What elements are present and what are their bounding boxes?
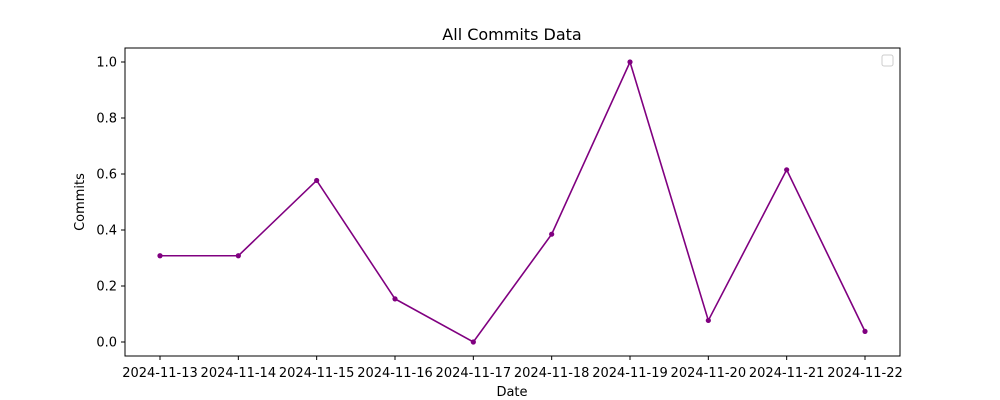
x-tick-label: 2024-11-13 xyxy=(122,366,198,381)
y-axis-label: Commits xyxy=(73,173,88,231)
y-tick-label: 0.0 xyxy=(96,336,117,351)
x-tick-label: 2024-11-16 xyxy=(357,366,433,381)
x-tick-label: 2024-11-18 xyxy=(514,366,590,381)
x-axis-ticks: 2024-11-13 2024-11-14 2024-11-15 2024-11-16… xyxy=(122,356,903,381)
data-point xyxy=(862,328,868,334)
x-tick-label: 2024-11-15 xyxy=(279,366,355,381)
x-tick-label: 2024-11-22 xyxy=(827,366,903,381)
data-point xyxy=(627,59,633,65)
x-tick-label: 2024-11-20 xyxy=(671,366,747,381)
y-tick-label: 0.4 xyxy=(96,224,117,239)
legend-box xyxy=(881,54,894,67)
x-axis-label: Date xyxy=(496,385,527,400)
x-tick-label: 2024-11-14 xyxy=(201,366,277,381)
data-point xyxy=(157,253,163,259)
y-tick-label: 1.0 xyxy=(96,56,117,71)
x-tick-label: 2024-11-19 xyxy=(592,366,668,381)
y-axis-ticks: 0.0 0.2 0.4 0.6 0.8 1.0 xyxy=(96,56,125,351)
data-point xyxy=(549,231,555,237)
data-point xyxy=(235,253,241,259)
y-tick-label: 0.2 xyxy=(96,280,117,295)
x-tick-label: 2024-11-21 xyxy=(749,366,825,381)
y-tick-label: 0.6 xyxy=(96,168,117,183)
series-layer xyxy=(157,59,868,345)
data-point xyxy=(470,339,476,345)
series-line xyxy=(160,59,866,344)
data-point xyxy=(784,167,790,173)
data-point xyxy=(392,296,398,302)
data-point xyxy=(705,317,711,324)
chart-title: All Commits Data xyxy=(442,25,581,44)
plot-area-frame xyxy=(124,47,901,357)
x-tick-label: 2024-11-17 xyxy=(436,366,512,381)
data-point xyxy=(314,177,320,184)
y-tick-label: 0.8 xyxy=(96,112,117,127)
